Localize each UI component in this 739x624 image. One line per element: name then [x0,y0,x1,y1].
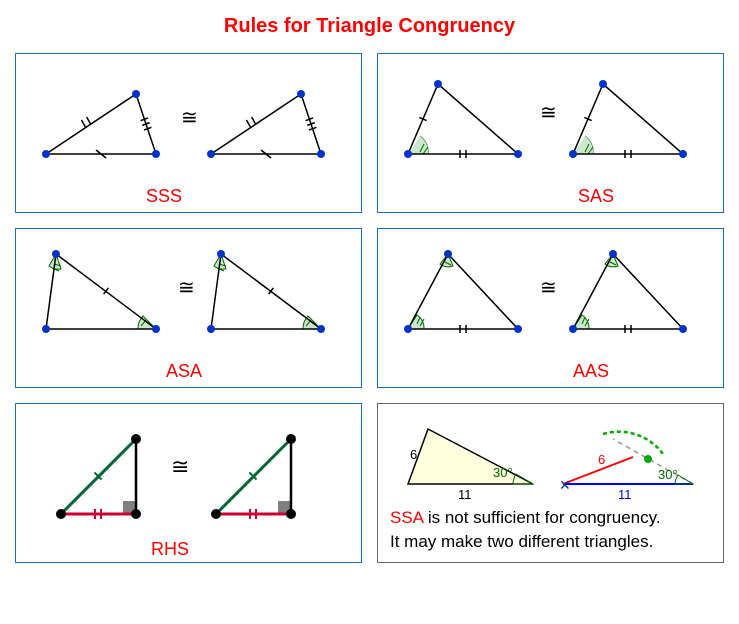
panel-rhs: ≅ RHS [15,403,362,563]
svg-text:✕: ✕ [559,477,571,493]
congruent-symbol: ≅ [181,107,198,129]
svg-text:11: 11 [458,487,472,502]
svg-text:6: 6 [598,452,605,467]
congruent-symbol: ≅ [171,454,189,479]
congruent-symbol: ≅ [540,277,557,299]
ssa-text-line1: is not sufficient for congruency. [423,508,661,527]
rhs-diagram: ≅ [26,414,346,544]
aas-diagram: ≅ [388,239,708,359]
svg-text:11: 11 [618,487,632,502]
asa-label: ASA [166,361,202,382]
ssa-diagram: 6 30° 11 ✕ 6 30° 11 [388,414,708,509]
sas-diagram: ≅ [388,64,708,184]
asa-diagram: ≅ [26,239,346,359]
congruent-symbol: ≅ [540,102,557,124]
congruent-symbol: ≅ [178,277,195,299]
panel-ssa: 6 30° 11 ✕ 6 30° 11 SSA is not sufficien… [377,403,724,563]
panel-sss: ≅ SSS [15,53,362,213]
svg-text:6: 6 [410,447,417,462]
sss-label: SSS [146,186,182,207]
panel-sas: ≅ SAS [377,53,724,213]
panel-grid: ≅ SSS [15,53,724,563]
svg-text:30°: 30° [493,465,513,480]
svg-text:30°: 30° [658,467,678,482]
panel-aas: ≅ AAS [377,228,724,388]
ssa-label-inline: SSA [390,508,423,527]
aas-label: AAS [573,361,609,382]
ssa-text: SSA is not sufficient for congruency. It… [390,506,661,554]
panel-asa: ≅ ASA [15,228,362,388]
sss-diagram: ≅ [26,64,346,184]
page-title: Rules for Triangle Congruency [15,15,724,38]
ssa-text-line2: It may make two different triangles. [390,532,653,551]
rhs-label: RHS [151,539,189,560]
sas-label: SAS [578,186,614,207]
